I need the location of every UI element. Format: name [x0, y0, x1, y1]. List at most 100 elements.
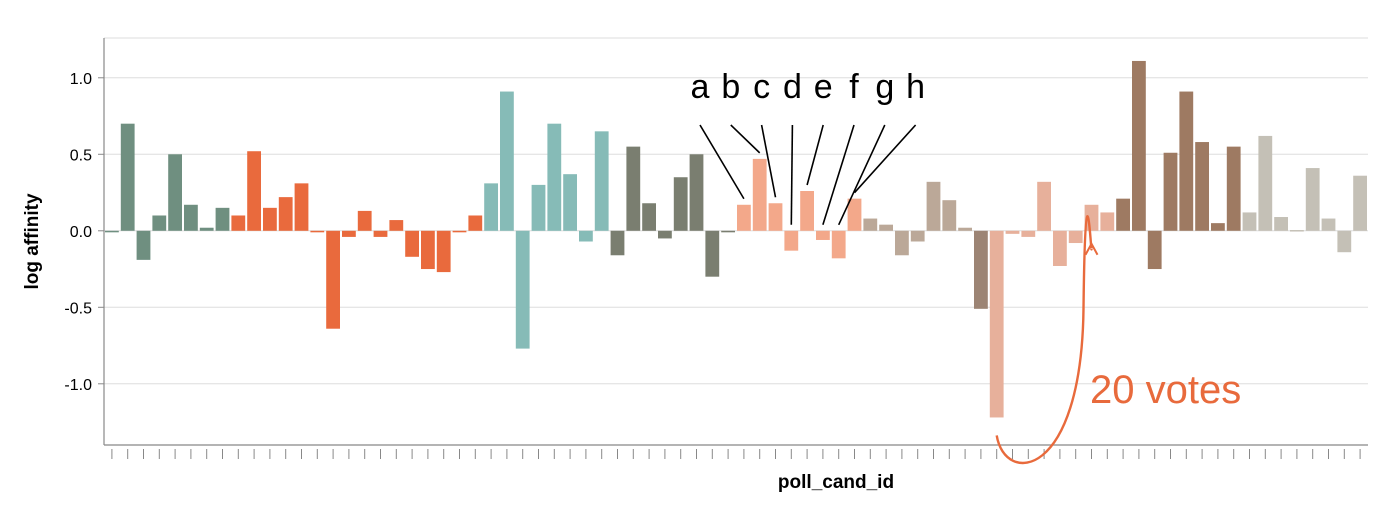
- letter-leader-line: [730, 124, 761, 154]
- letter-label: f: [849, 68, 859, 106]
- bar: [863, 218, 878, 231]
- letter-label: h: [906, 68, 925, 106]
- bar: [1132, 60, 1146, 231]
- bar: [974, 230, 988, 309]
- bar: [389, 220, 404, 231]
- bar: [247, 151, 261, 231]
- bar: [452, 230, 467, 233]
- bar: [484, 183, 498, 231]
- letter-leader-line: [790, 124, 794, 225]
- bar: [342, 230, 356, 237]
- bar: [610, 230, 625, 256]
- y-tick-label: 1.0: [70, 71, 92, 88]
- bar: [310, 230, 325, 233]
- bar: [515, 230, 530, 349]
- letter-leader-line: [806, 124, 824, 186]
- letter-leader-line: [853, 124, 917, 194]
- bar: [831, 230, 846, 259]
- letter-label: a: [691, 68, 710, 106]
- bar: [500, 91, 514, 231]
- bar: [958, 227, 972, 231]
- bar: [1305, 168, 1320, 231]
- bar: [1005, 230, 1020, 234]
- y-tick-labels: 1.0 0.5 0.0 -0.5 -1.0: [64, 71, 104, 394]
- y-axis-title: log affinity: [22, 193, 43, 289]
- bar: [547, 123, 562, 231]
- bar: [1353, 175, 1367, 231]
- bar: [1147, 230, 1162, 270]
- bar: [1195, 142, 1209, 231]
- axes: [103, 38, 1368, 446]
- y-tick-label: -0.5: [64, 300, 92, 317]
- votes-arrow: [995, 215, 1092, 465]
- x-tick-marks: [111, 449, 1361, 459]
- bar: [215, 207, 230, 231]
- bar: [1337, 230, 1352, 253]
- y-tick-label: 0.0: [70, 224, 92, 241]
- bar: [168, 154, 182, 231]
- bar: [199, 227, 214, 231]
- letter-label: g: [875, 68, 894, 106]
- letter-label: e: [814, 68, 833, 106]
- bar: [405, 230, 419, 257]
- bar: [531, 184, 546, 231]
- bar: [421, 230, 435, 270]
- bar: [1226, 146, 1241, 231]
- letter-leader-line: [822, 124, 855, 226]
- letter-label: d: [783, 68, 802, 106]
- bar: [294, 183, 309, 231]
- bar: [1274, 217, 1288, 231]
- bar: [120, 123, 135, 231]
- bar: [1053, 230, 1067, 266]
- bar: [1100, 212, 1115, 231]
- bar: [468, 215, 483, 231]
- bar: [989, 230, 1004, 418]
- bar: [895, 230, 909, 256]
- letter-leader-line: [837, 124, 886, 226]
- x-axis-title: poll_cand_id: [778, 472, 894, 493]
- bar: [184, 204, 198, 231]
- bar: [136, 230, 151, 260]
- bar: [1116, 198, 1130, 231]
- bar: [373, 230, 388, 237]
- letter-leader-line: [760, 124, 777, 198]
- bar: [926, 181, 941, 231]
- bar: [658, 230, 672, 239]
- bar: [436, 230, 451, 273]
- bar: [594, 131, 609, 231]
- bar: [1163, 152, 1178, 231]
- bar: [910, 230, 925, 242]
- bar: [579, 230, 593, 242]
- bar: [1258, 135, 1273, 231]
- y-tick-label: 0.5: [70, 147, 92, 164]
- bar: [879, 224, 893, 231]
- bar: [721, 230, 735, 233]
- bar: [152, 215, 167, 231]
- bar: [847, 198, 862, 231]
- bar: [263, 207, 277, 231]
- bar: [1242, 212, 1257, 231]
- bar: [642, 203, 656, 231]
- letter-leader-line: [699, 124, 745, 200]
- bar: [105, 230, 119, 233]
- bar: [1290, 230, 1304, 232]
- bar: [1021, 230, 1036, 237]
- bar: [737, 204, 751, 231]
- bar: [231, 215, 246, 231]
- letter-label: b: [721, 68, 740, 106]
- bar: [784, 230, 799, 251]
- bar: [1068, 230, 1083, 244]
- bar: [1211, 223, 1225, 231]
- bar: [563, 174, 577, 231]
- bar: [800, 191, 814, 231]
- letter-label: c: [753, 68, 770, 106]
- votes-annotation: 20 votes: [995, 215, 1241, 465]
- bar: [705, 230, 720, 277]
- y-tick-label: -1.0: [64, 377, 92, 394]
- bar: [278, 197, 293, 231]
- votes-label: 20 votes: [1090, 368, 1241, 412]
- bar: [326, 230, 340, 329]
